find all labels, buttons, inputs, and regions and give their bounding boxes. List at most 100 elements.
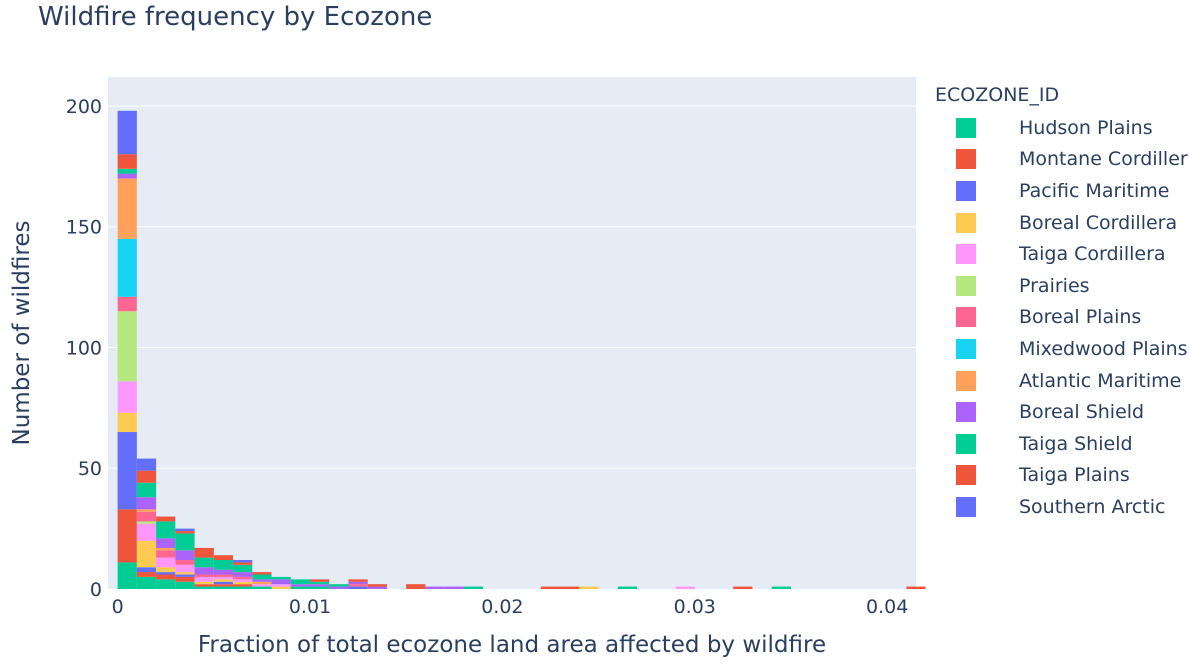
histogram-bar[interactable] <box>425 586 445 589</box>
histogram-bar[interactable] <box>156 574 176 580</box>
histogram-bar[interactable] <box>136 521 157 524</box>
histogram-bar[interactable] <box>540 586 561 589</box>
histogram-bar[interactable] <box>213 576 234 580</box>
histogram-bar[interactable] <box>213 555 234 561</box>
histogram-bar[interactable] <box>136 482 157 498</box>
histogram-bar[interactable] <box>136 523 157 541</box>
histogram-bar[interactable] <box>117 178 137 239</box>
histogram-bar[interactable] <box>136 509 157 512</box>
histogram-bar[interactable] <box>252 586 272 589</box>
histogram-bar[interactable] <box>233 564 253 573</box>
histogram-bar[interactable] <box>252 584 272 587</box>
legend-item[interactable]: Southern Arctic <box>935 491 1189 523</box>
histogram-bar[interactable] <box>675 586 695 589</box>
histogram-bar[interactable] <box>444 586 464 589</box>
histogram-bar[interactable] <box>252 581 272 585</box>
histogram-bar[interactable] <box>233 586 253 589</box>
histogram-bar[interactable] <box>117 296 137 312</box>
histogram-bar[interactable] <box>367 586 387 589</box>
histogram-bar[interactable] <box>194 557 214 568</box>
histogram-bar[interactable] <box>233 576 253 580</box>
histogram-bar[interactable] <box>117 381 137 413</box>
legend-item[interactable]: Taiga Shield <box>935 428 1189 460</box>
histogram-bar[interactable] <box>213 586 234 589</box>
histogram-bar[interactable] <box>117 311 137 382</box>
histogram-bar[interactable] <box>329 584 349 587</box>
histogram-bar[interactable] <box>136 572 157 577</box>
histogram-bar[interactable] <box>175 576 195 582</box>
histogram-bar[interactable] <box>348 584 368 587</box>
histogram-bar[interactable] <box>194 586 214 589</box>
legend-item[interactable]: Taiga Cordillera <box>935 238 1189 270</box>
histogram-bar[interactable] <box>156 572 176 575</box>
histogram-bar[interactable] <box>117 432 137 510</box>
histogram-bar[interactable] <box>136 497 157 510</box>
histogram-bar[interactable] <box>156 516 176 522</box>
histogram-bar[interactable] <box>136 470 157 483</box>
histogram-bar[interactable] <box>117 168 137 174</box>
histogram-bar[interactable] <box>136 458 157 471</box>
legend-item[interactable]: Mixedwood Plains <box>935 333 1189 365</box>
histogram-bar[interactable] <box>175 564 195 573</box>
legend-item[interactable]: Boreal Plains <box>935 302 1189 334</box>
histogram-bar[interactable] <box>175 560 195 565</box>
histogram-bar[interactable] <box>733 586 753 589</box>
legend-item[interactable]: Montane Cordillera <box>935 144 1189 176</box>
histogram-bar[interactable] <box>156 550 176 558</box>
histogram-bar[interactable] <box>175 528 195 532</box>
histogram-bar[interactable] <box>194 547 214 558</box>
histogram-bar[interactable] <box>175 531 195 534</box>
histogram-bar[interactable] <box>213 581 234 585</box>
histogram-bar[interactable] <box>194 574 214 577</box>
histogram-bar[interactable] <box>213 584 234 587</box>
legend-item[interactable]: Taiga Plains <box>935 460 1189 492</box>
histogram-bar[interactable] <box>213 579 234 582</box>
histogram-bar[interactable] <box>310 579 330 582</box>
histogram-bar[interactable] <box>579 586 599 589</box>
histogram-bar[interactable] <box>175 572 195 575</box>
histogram-bar[interactable] <box>117 562 137 589</box>
histogram-bar[interactable] <box>252 572 272 575</box>
histogram-bar[interactable] <box>194 584 214 587</box>
histogram-bar[interactable] <box>271 584 291 587</box>
histogram-bar[interactable] <box>271 576 291 580</box>
histogram-bar[interactable] <box>348 581 368 585</box>
histogram-bar[interactable] <box>271 579 291 585</box>
histogram-bar[interactable] <box>290 579 310 585</box>
histogram-bar[interactable] <box>329 586 349 589</box>
histogram-bar[interactable] <box>117 509 137 563</box>
legend-item[interactable]: Atlantic Maritime <box>935 365 1189 397</box>
histogram-bar[interactable] <box>136 567 157 573</box>
histogram-bar[interactable] <box>213 560 234 570</box>
histogram-bar[interactable] <box>175 550 195 561</box>
histogram-bar[interactable] <box>156 521 176 539</box>
histogram-bar[interactable] <box>156 579 176 589</box>
histogram-bar[interactable] <box>367 584 387 587</box>
histogram-bar[interactable] <box>194 567 214 575</box>
histogram-bar[interactable] <box>233 562 253 565</box>
histogram-bar[interactable] <box>136 511 157 522</box>
histogram-bar[interactable] <box>463 586 484 589</box>
histogram-bar[interactable] <box>117 238 137 297</box>
histogram-bar[interactable] <box>906 586 926 589</box>
histogram-bar[interactable] <box>194 576 214 582</box>
legend-item[interactable]: Pacific Maritime <box>935 175 1189 207</box>
histogram-bar[interactable] <box>310 584 330 587</box>
histogram-bar[interactable] <box>233 581 253 585</box>
histogram-bar[interactable] <box>252 579 272 582</box>
histogram-bar[interactable] <box>233 584 253 587</box>
histogram-bar[interactable] <box>213 569 234 575</box>
histogram-bar[interactable] <box>117 173 137 179</box>
histogram-bar[interactable] <box>290 586 310 589</box>
histogram-bar[interactable] <box>136 540 157 568</box>
histogram-bar[interactable] <box>233 579 253 582</box>
histogram-bar[interactable] <box>271 586 291 589</box>
histogram-bar[interactable] <box>156 538 176 548</box>
histogram-bar[interactable] <box>348 586 368 589</box>
legend-item[interactable]: Hudson Plains <box>935 112 1189 144</box>
histogram-bar[interactable] <box>175 581 195 589</box>
histogram-bar[interactable] <box>156 547 176 551</box>
legend-item[interactable]: Boreal Cordillera <box>935 207 1189 239</box>
histogram-bar[interactable] <box>406 584 426 589</box>
histogram-bar[interactable] <box>252 574 272 580</box>
